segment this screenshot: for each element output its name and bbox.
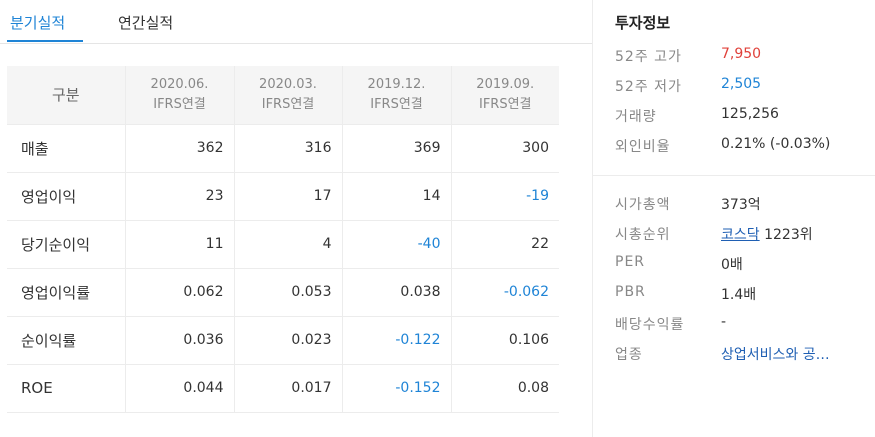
low52-value: 2,505 [721, 76, 762, 92]
table-cell: 316 [233, 124, 342, 173]
basis-label: IFRS연결 [370, 96, 423, 112]
table-row: ROE 0.044 0.017 -0.152 0.08 [7, 364, 559, 413]
financial-table: 구분 2020.06. IFRS연결 2020.03. IFRS연결 2019.… [7, 66, 559, 413]
row-label: 영업이익 [7, 172, 125, 221]
period-label: 2019.12. [367, 76, 426, 92]
header-period: 2019.09. IFRS연결 [450, 66, 559, 125]
header-period: 2020.06. IFRS연결 [124, 66, 234, 125]
tab-quarterly[interactable]: 분기실적 [10, 14, 66, 32]
market-rank-label: 시총순위 [615, 227, 671, 243]
table-row: 당기순이익 11 4 -40 22 [7, 220, 559, 269]
table-cell: 0.044 [124, 364, 234, 413]
table-cell: 0.038 [341, 268, 451, 317]
table-cell: -0.122 [341, 316, 451, 365]
period-label: 2020.06. [150, 76, 209, 92]
row-label: 당기순이익 [7, 220, 125, 269]
foreign-ratio-label: 외인비율 [615, 139, 671, 155]
table-header-row: 구분 2020.06. IFRS연결 2020.03. IFRS연결 2019.… [7, 66, 559, 125]
volume-value: 125,256 [721, 106, 779, 122]
market-rank-value: 1223위 [764, 227, 813, 243]
table-cell: 362 [124, 124, 234, 173]
market-cap-label: 시가총액 [615, 197, 671, 213]
volume-label: 거래량 [615, 109, 657, 125]
row-label: ROE [7, 364, 125, 413]
table-cell: 300 [450, 124, 559, 173]
table-cell: 0.053 [233, 268, 342, 317]
pbr-value: 1.4배 [721, 287, 757, 303]
header-period: 2020.03. IFRS연결 [233, 66, 342, 125]
high52-label: 52주 고가 [615, 49, 682, 65]
dividend-label: 배당수익률 [615, 317, 685, 333]
pbr-label: PBR [615, 284, 646, 300]
table-row: 영업이익률 0.062 0.053 0.038 -0.062 [7, 268, 559, 317]
period-tabs: 분기실적 연간실적 [0, 0, 592, 44]
table-cell: 23 [124, 172, 234, 221]
period-label: 2020.03. [259, 76, 317, 92]
table-cell: 4 [233, 220, 342, 269]
dividend-value: - [721, 314, 727, 330]
table-cell: -19 [450, 172, 559, 221]
industry-label: 업종 [615, 347, 643, 363]
header-category: 구분 [7, 66, 125, 125]
industry-link[interactable]: 상업서비스와 공… [721, 347, 830, 363]
table-cell: -0.062 [450, 268, 559, 317]
table-cell: 17 [233, 172, 342, 221]
table-cell: 22 [450, 220, 559, 269]
per-label: PER [615, 254, 646, 270]
table-row: 영업이익 23 17 14 -19 [7, 172, 559, 221]
low52-label: 52주 저가 [615, 79, 682, 95]
high52-value: 7,950 [721, 46, 762, 62]
investment-info-panel: 투자정보 52주 고가 7,950 52주 저가 2,505 거래량 125,2… [592, 0, 875, 437]
tabs-divider [0, 43, 592, 44]
invest-divider [593, 175, 875, 176]
basis-label: IFRS연결 [478, 96, 532, 112]
financial-panel: 분기실적 연간실적 구분 2020.06. IFRS연결 2020.03. IF… [0, 0, 592, 413]
table-cell: 0.062 [124, 268, 234, 317]
invest-title: 투자정보 [615, 14, 671, 32]
table-row: 매출 362 316 369 300 [7, 124, 559, 173]
row-label: 매출 [7, 124, 125, 173]
table-cell: 369 [341, 124, 451, 173]
kosdaq-link[interactable]: 코스닥 [721, 227, 760, 243]
table-cell: 0.017 [233, 364, 342, 413]
tab-annual[interactable]: 연간실적 [118, 14, 174, 32]
table-cell: 0.08 [450, 364, 559, 413]
per-value: 0배 [721, 257, 743, 273]
basis-label: IFRS연결 [153, 96, 206, 112]
table-cell: -0.152 [341, 364, 451, 413]
table-cell: 0.023 [233, 316, 342, 365]
foreign-ratio-value: 0.21% (-0.03%) [721, 136, 831, 152]
row-label: 영업이익률 [7, 268, 125, 317]
table-cell: 11 [124, 220, 234, 269]
table-cell: 0.036 [124, 316, 234, 365]
table-cell: -40 [341, 220, 451, 269]
market-cap-value: 373억 [721, 197, 761, 213]
active-tab-indicator [7, 40, 83, 42]
header-period: 2019.12. IFRS연결 [341, 66, 451, 125]
market-rank-value-wrap: 코스닥 1223위 [721, 224, 813, 244]
table-cell: 0.106 [450, 316, 559, 365]
table-cell: 14 [341, 172, 451, 221]
table-row: 순이익률 0.036 0.023 -0.122 0.106 [7, 316, 559, 365]
row-label: 순이익률 [7, 316, 125, 365]
period-label: 2019.09. [476, 76, 535, 92]
basis-label: IFRS연결 [261, 96, 315, 112]
